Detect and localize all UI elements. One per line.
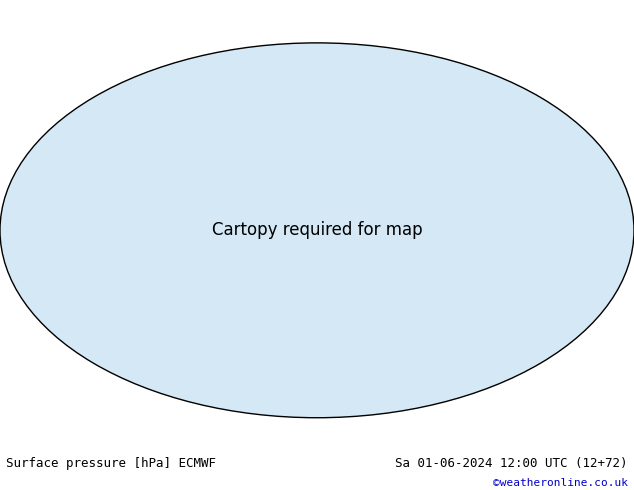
Text: Surface pressure [hPa] ECMWF: Surface pressure [hPa] ECMWF	[6, 457, 216, 469]
Text: Cartopy required for map: Cartopy required for map	[212, 221, 422, 239]
Text: Sa 01-06-2024 12:00 UTC (12+72): Sa 01-06-2024 12:00 UTC (12+72)	[395, 457, 628, 469]
Text: ©weatheronline.co.uk: ©weatheronline.co.uk	[493, 478, 628, 488]
Ellipse shape	[0, 43, 634, 417]
